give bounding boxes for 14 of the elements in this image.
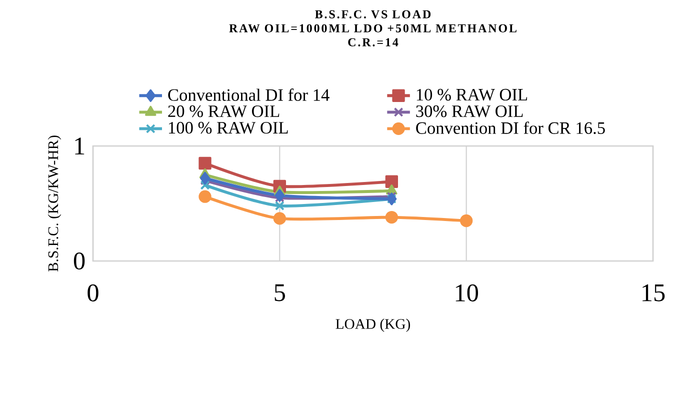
x-tick-label: 5 xyxy=(274,284,286,302)
y-tick-label: 1 xyxy=(75,138,84,154)
legend-label: 20 % RAW OIL xyxy=(168,105,280,118)
legend-label: Convention DI for CR 16.5 xyxy=(416,122,605,134)
chart-title: B.S.F.C. VS LOAD RAW OIL=1000ML LDO +50ML METHANOL C.R.=14 xyxy=(229,10,517,46)
x-tick-label: 0 xyxy=(88,284,98,302)
y-axis-title: B.S.F.C. (KG/KW-HR) xyxy=(48,136,62,272)
x-axis-title: LOAD (KG) xyxy=(336,318,410,332)
legend-label: Conventional DI for 14 xyxy=(168,88,330,101)
legend-label: 100 % RAW OIL xyxy=(168,122,288,134)
x-tick-label: 15 xyxy=(642,284,665,302)
x-tick-label: 10 xyxy=(456,284,478,302)
legend-label: 10 % RAW OIL xyxy=(416,88,528,101)
legend-label: 30% RAW OIL xyxy=(416,105,523,118)
